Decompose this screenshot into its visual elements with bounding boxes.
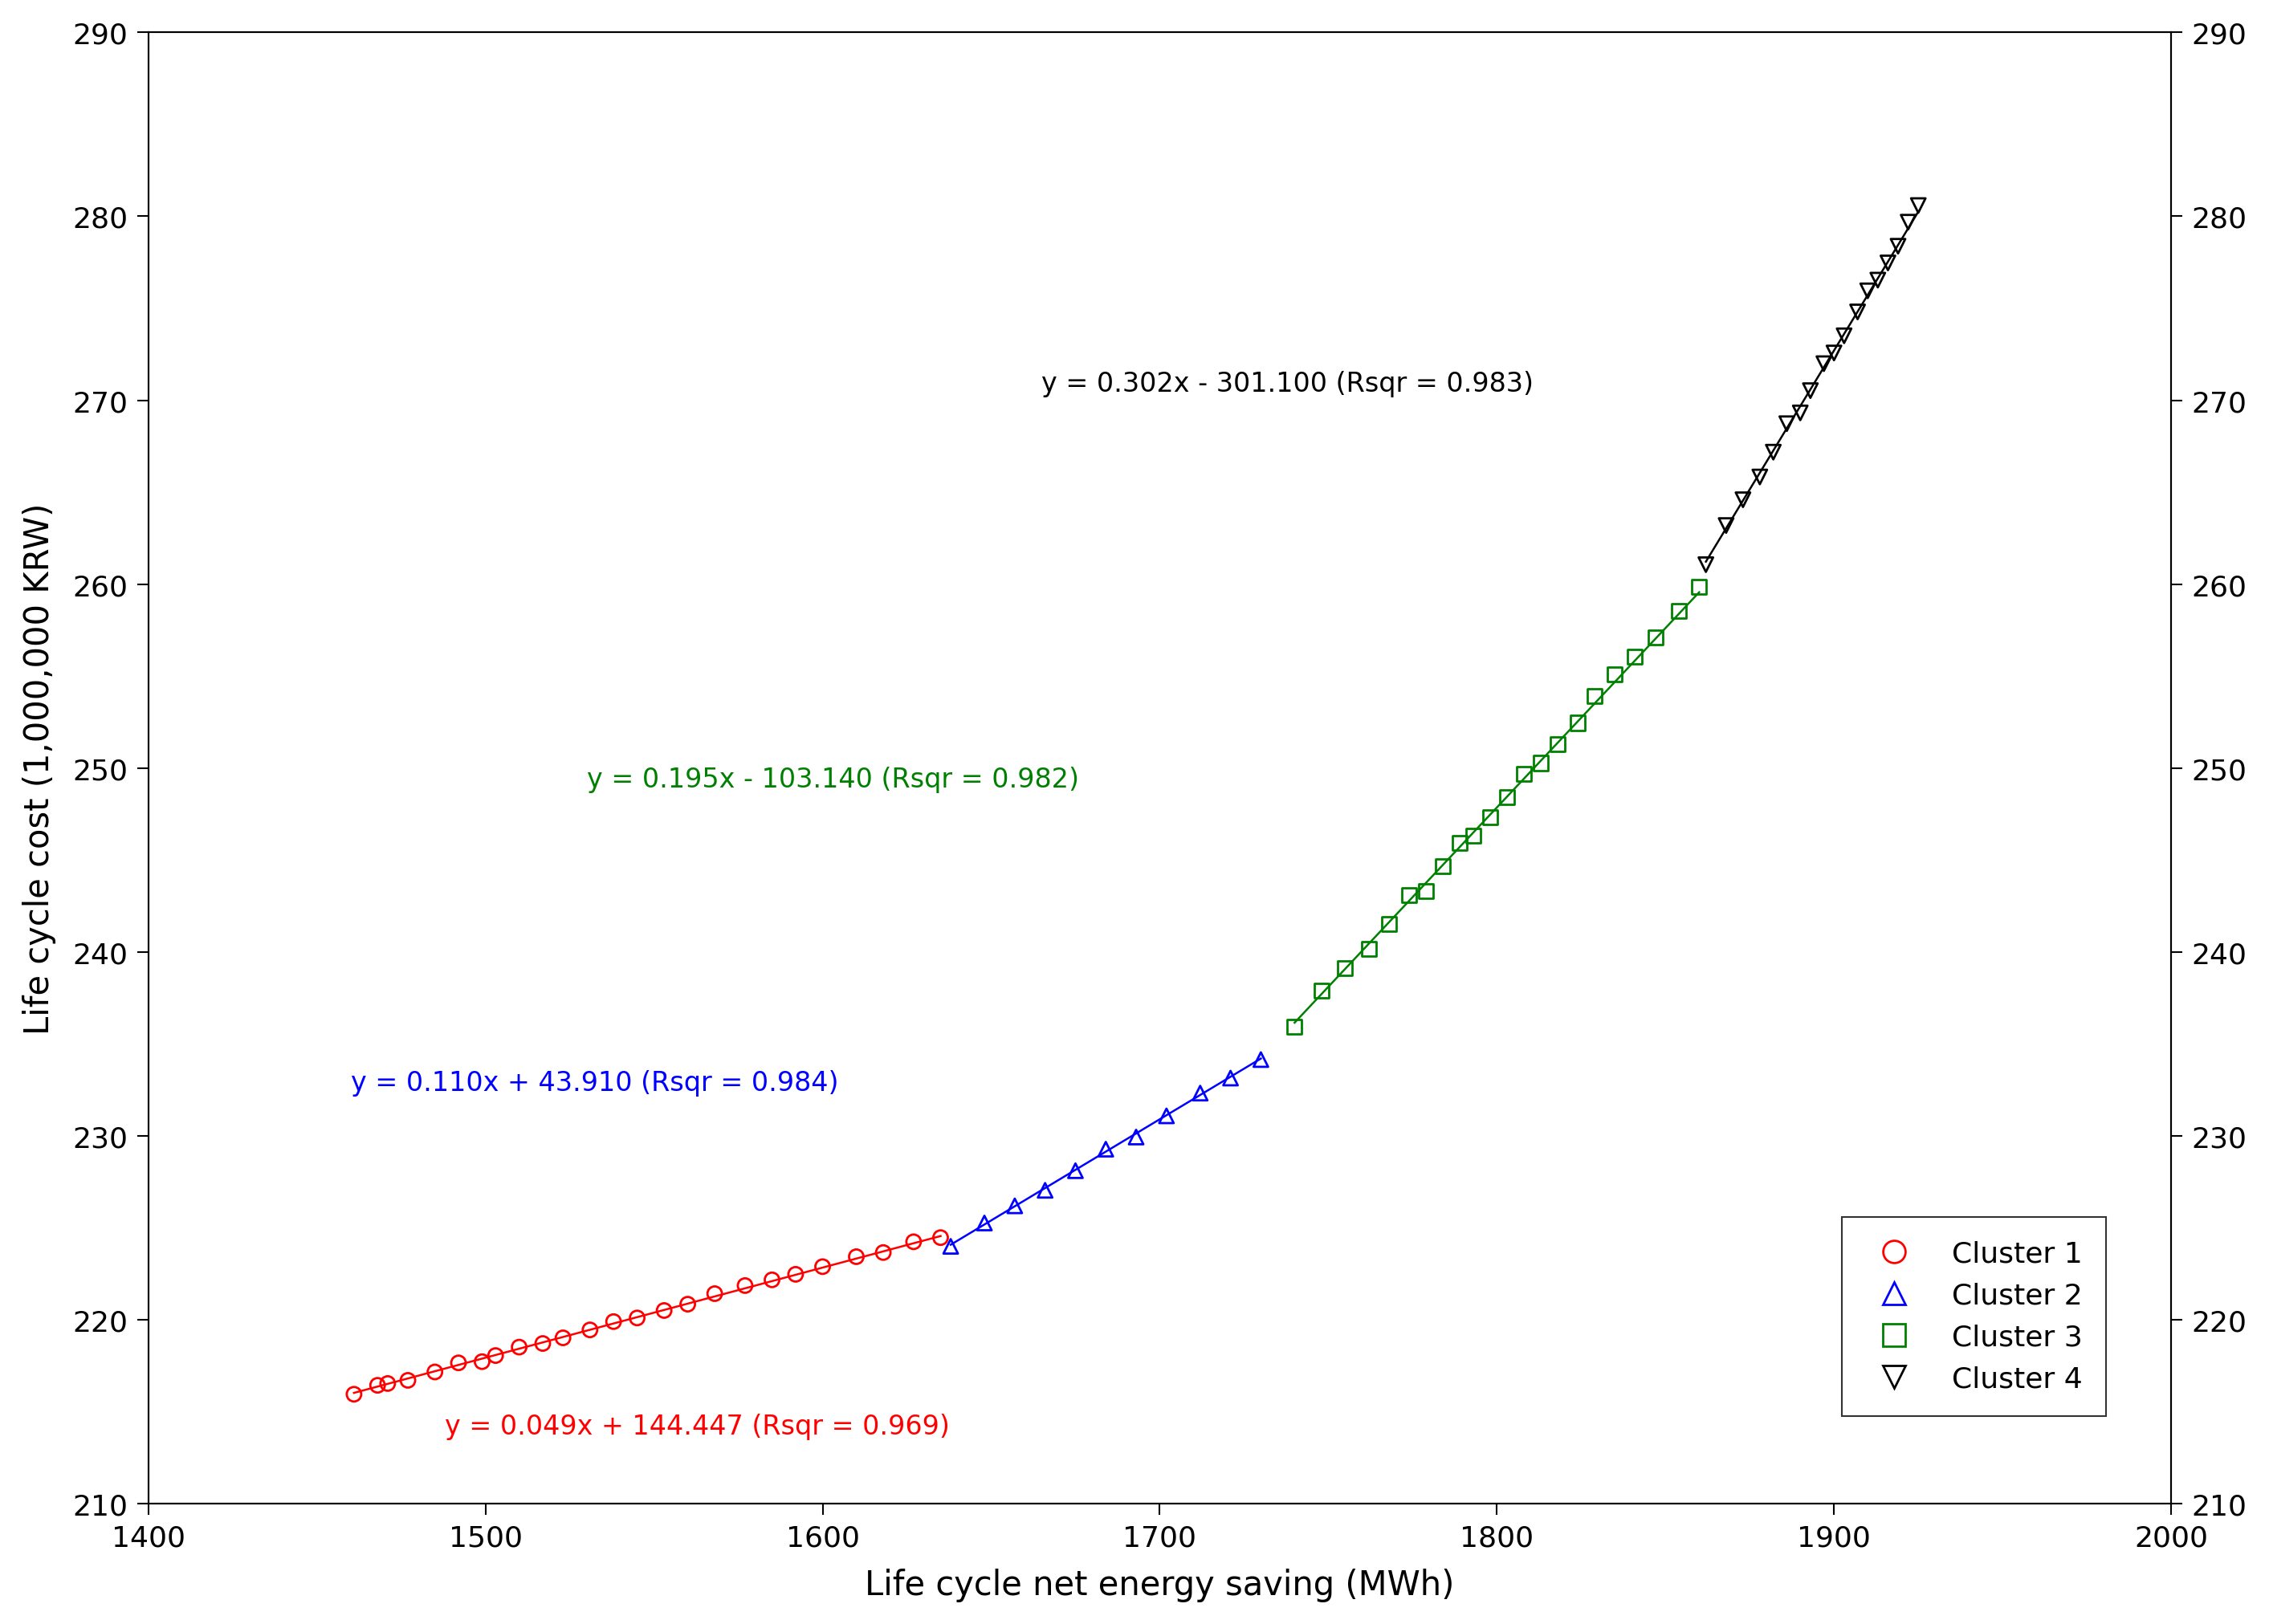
Point [1441, 830, 1477, 856]
Legend: Cluster 1, Cluster 2, Cluster 3, Cluster 4: Cluster 1, Cluster 2, Cluster 3, Cluster… [1842, 1216, 2106, 1416]
Point [1182, 1080, 1218, 1106]
Point [1087, 1137, 1123, 1163]
Point [1861, 268, 1897, 294]
Point [1057, 1158, 1094, 1184]
Point [1743, 464, 1779, 490]
Point [669, 1291, 706, 1317]
Point [1425, 854, 1461, 880]
Point [619, 1306, 656, 1332]
Point [864, 1239, 901, 1265]
Point [923, 1224, 960, 1250]
Point [1849, 278, 1886, 304]
Point [1870, 250, 1906, 276]
Point [933, 1234, 969, 1260]
Point [1119, 1124, 1155, 1150]
Point [1815, 341, 1852, 367]
Point [545, 1325, 581, 1351]
Point [1688, 552, 1724, 578]
Point [336, 1382, 372, 1408]
Point [1212, 1065, 1248, 1091]
Point [1781, 401, 1817, 427]
Point [837, 1244, 874, 1270]
Point [1793, 378, 1829, 404]
Point [1890, 209, 1926, 235]
Point [1370, 911, 1407, 937]
Point [753, 1267, 790, 1293]
Text: y = 0.049x + 144.447 (Rsqr = 0.969): y = 0.049x + 144.447 (Rsqr = 0.969) [445, 1413, 951, 1440]
Point [1277, 1013, 1314, 1039]
Point [440, 1350, 476, 1376]
Text: y = 0.302x - 301.100 (Rsqr = 0.983): y = 0.302x - 301.100 (Rsqr = 0.983) [1041, 370, 1534, 398]
Point [1806, 351, 1842, 377]
Point [476, 1343, 513, 1369]
Point [726, 1273, 762, 1299]
Point [501, 1335, 538, 1361]
Point [697, 1281, 733, 1307]
Point [417, 1359, 454, 1385]
Y-axis label: Life cycle cost (1,000,000 KRW): Life cycle cost (1,000,000 KRW) [23, 503, 57, 1034]
Point [1577, 684, 1613, 710]
Point [1840, 299, 1876, 325]
Point [1618, 645, 1654, 671]
Point [1899, 193, 1935, 219]
Point [1507, 762, 1543, 788]
Point [1350, 937, 1386, 963]
Point [1243, 1047, 1280, 1073]
Point [778, 1262, 815, 1288]
Point [996, 1194, 1032, 1220]
Text: y = 0.195x - 103.140 (Rsqr = 0.982): y = 0.195x - 103.140 (Rsqr = 0.982) [588, 767, 1078, 793]
X-axis label: Life cycle net energy saving (MWh): Life cycle net energy saving (MWh) [864, 1569, 1454, 1601]
Point [390, 1367, 427, 1393]
Point [524, 1330, 560, 1356]
Point [1756, 440, 1793, 466]
Point [370, 1371, 406, 1397]
Point [594, 1309, 631, 1335]
Point [1681, 575, 1718, 601]
Point [1454, 823, 1491, 849]
Text: y = 0.110x + 43.910 (Rsqr = 0.984): y = 0.110x + 43.910 (Rsqr = 0.984) [352, 1070, 837, 1096]
Point [1028, 1177, 1064, 1203]
Point [1148, 1103, 1184, 1129]
Point [1522, 750, 1559, 776]
Point [805, 1254, 842, 1280]
Point [572, 1317, 608, 1343]
Point [1709, 513, 1745, 539]
Point [967, 1210, 1003, 1236]
Point [1638, 625, 1675, 651]
Point [1827, 323, 1863, 349]
Point [463, 1350, 499, 1376]
Point [1559, 710, 1595, 736]
Point [1407, 879, 1443, 905]
Point [1473, 804, 1509, 830]
Point [1302, 978, 1339, 1004]
Point [1597, 663, 1634, 689]
Point [647, 1298, 683, 1324]
Point [896, 1229, 933, 1255]
Point [359, 1372, 395, 1398]
Point [1881, 234, 1917, 260]
Point [1488, 784, 1525, 810]
Point [1724, 487, 1761, 513]
Point [1538, 732, 1575, 758]
Point [1768, 411, 1804, 437]
Point [1327, 955, 1364, 981]
Point [1661, 599, 1697, 625]
Point [1391, 882, 1427, 908]
